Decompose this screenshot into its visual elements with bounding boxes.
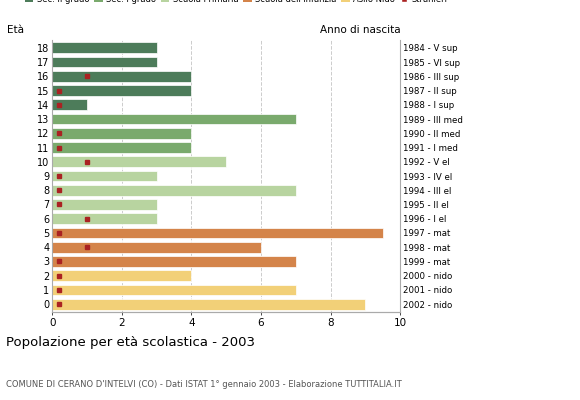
Bar <box>52 270 191 281</box>
Bar <box>52 85 191 96</box>
Bar <box>52 299 365 310</box>
Bar <box>52 128 191 139</box>
Text: Anno di nascita: Anno di nascita <box>320 24 400 34</box>
Bar <box>52 71 191 82</box>
Bar <box>52 100 87 110</box>
Bar <box>52 42 157 53</box>
Bar <box>52 156 226 167</box>
Bar <box>52 171 157 181</box>
Legend: Sec. II grado, Sec. I grado, Scuola Primaria, Scuola dell'Infanzia, Asilo Nido, : Sec. II grado, Sec. I grado, Scuola Prim… <box>25 0 447 4</box>
Text: COMUNE DI CERANO D'INTELVI (CO) - Dati ISTAT 1° gennaio 2003 - Elaborazione TUTT: COMUNE DI CERANO D'INTELVI (CO) - Dati I… <box>6 380 401 389</box>
Bar <box>52 256 296 267</box>
Bar <box>52 114 296 124</box>
Bar <box>52 199 157 210</box>
Bar <box>52 185 296 196</box>
Bar <box>52 284 296 295</box>
Bar <box>52 142 191 153</box>
Bar <box>52 57 157 68</box>
Bar <box>52 242 261 252</box>
Text: Popolazione per età scolastica - 2003: Popolazione per età scolastica - 2003 <box>6 336 255 349</box>
Bar <box>52 228 383 238</box>
Text: Età: Età <box>7 24 24 34</box>
Bar <box>52 213 157 224</box>
